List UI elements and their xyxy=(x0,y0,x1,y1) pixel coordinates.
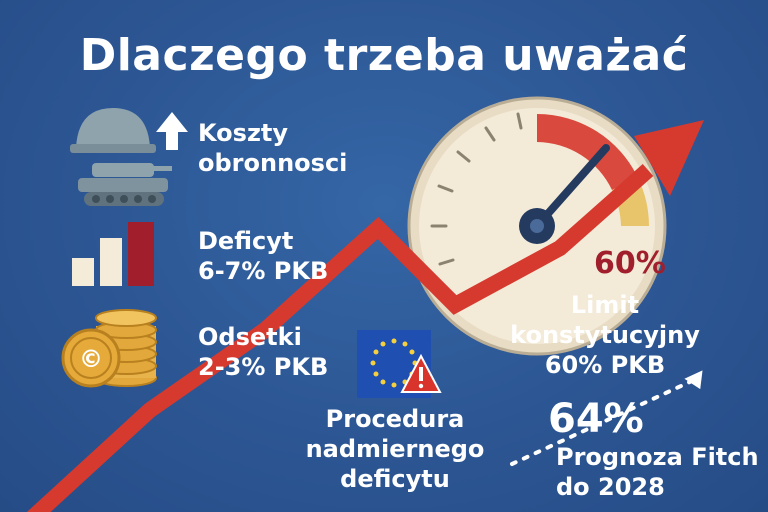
limit-line3: 60% PKB xyxy=(544,351,666,379)
forecast-line1: Prognoza Fitch xyxy=(556,443,759,471)
interest-line2: 2-3% PKB xyxy=(198,353,329,381)
procedure-label: Procedura nadmiernego deficytu xyxy=(300,404,490,494)
interest-line1: Odsetki xyxy=(198,323,302,351)
defense-costs-line1: Koszty xyxy=(198,119,289,147)
deficit-label: Deficyt 6-7% PKB xyxy=(198,226,328,286)
procedure-line2: nadmiernego xyxy=(305,435,485,463)
forecast-line2: do 2028 xyxy=(556,473,665,501)
procedure-line3: deficytu xyxy=(340,465,450,493)
svg-text:©: © xyxy=(79,345,103,373)
defense-costs-line2: obronnosci xyxy=(198,149,348,177)
deficit-line1: Deficyt xyxy=(198,227,294,255)
limit-line1: Limit xyxy=(570,291,640,319)
procedure-line1: Procedura xyxy=(325,405,465,433)
forecast-label: Prognoza Fitch do 2028 xyxy=(556,442,759,502)
forecast-value: 64% xyxy=(548,396,644,442)
defense-costs-label: Koszty obronnosci xyxy=(198,118,347,178)
deficit-line2: 6-7% PKB xyxy=(198,257,329,285)
limit-label: Limit konstytucyjny 60% PKB xyxy=(500,290,710,380)
page-title: Dlaczego trzeba uważać xyxy=(79,30,689,81)
interest-label: Odsetki 2-3% PKB xyxy=(198,322,328,382)
gauge-value: 60% xyxy=(594,246,666,281)
limit-line2: konstytucyjny xyxy=(510,321,700,349)
